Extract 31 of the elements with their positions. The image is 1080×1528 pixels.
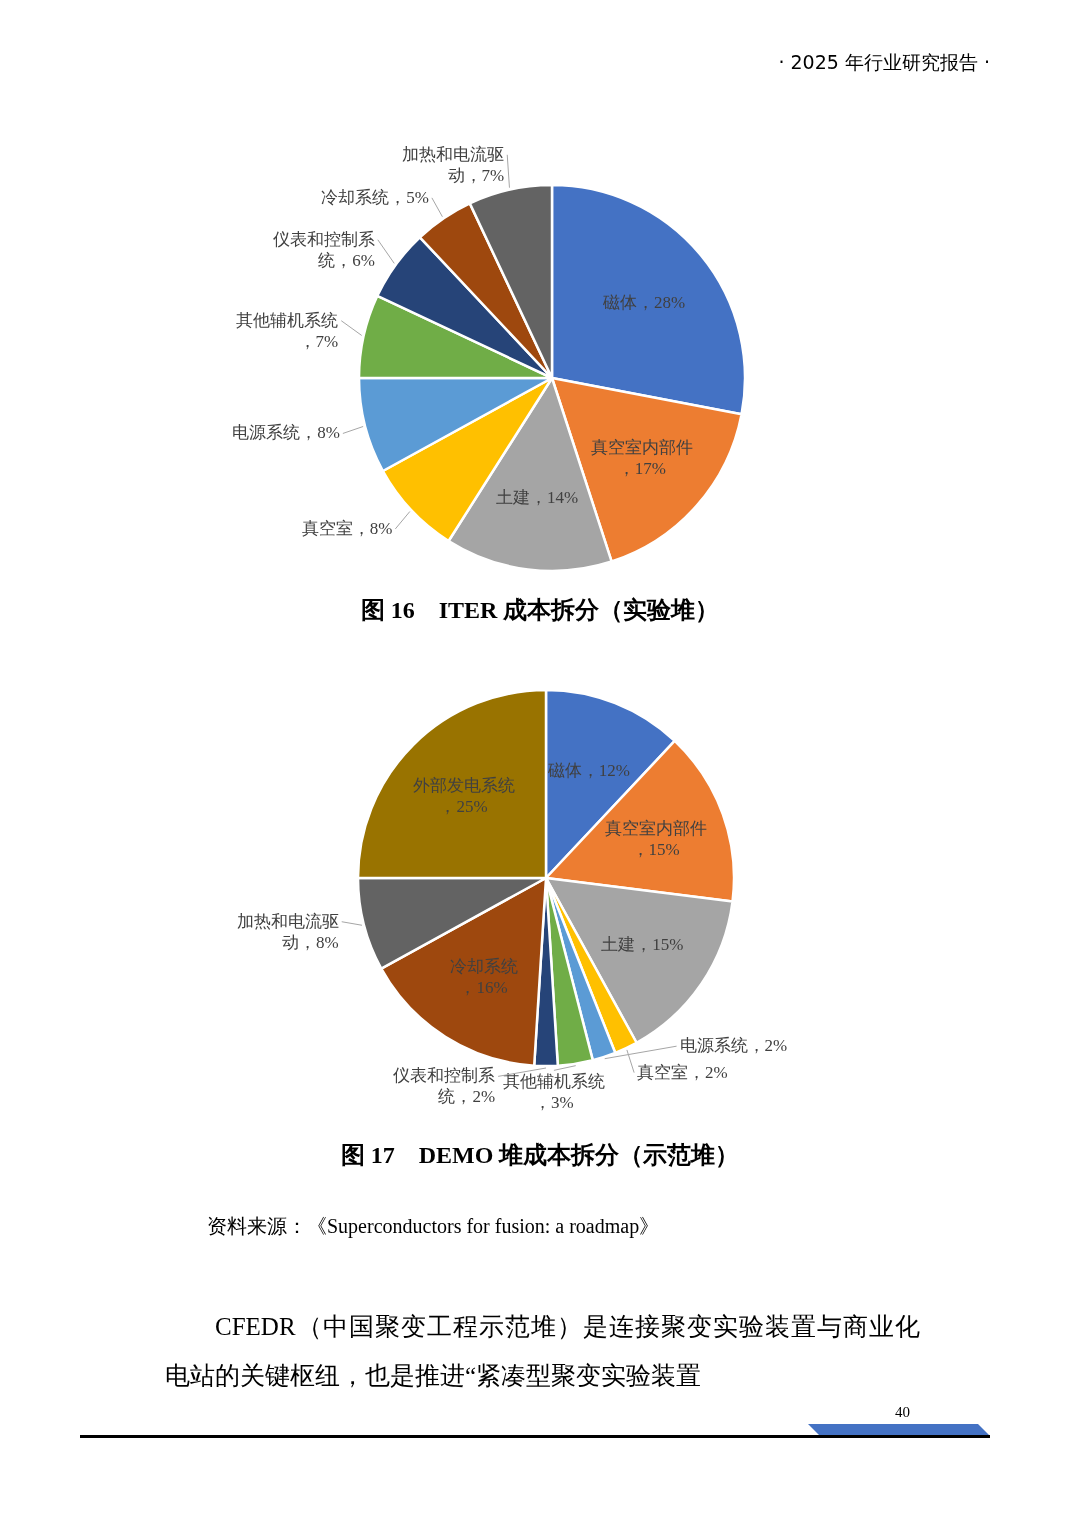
slice-label: 真空室，2% [637, 1062, 728, 1082]
slice-label: 冷却系统，5% [321, 187, 429, 207]
slice-label: 真空室内部件 [590, 437, 693, 457]
text: 图 17 DEMO 堆成本拆分（示范堆） [340, 1142, 740, 1168]
slice-label: 真空室，8% [301, 518, 393, 538]
slice-label: 土建，14% [495, 487, 579, 507]
slice-label: 土建，15% [601, 934, 684, 954]
slice-label: 电源系统，2% [679, 1036, 788, 1056]
text: 40 [895, 1404, 910, 1421]
text: 图 16 ITER 成本拆分（实验堆） [360, 597, 720, 623]
slice-label: 加热和电流驱动，8% [236, 911, 339, 952]
slice-label: 冷却系统 [449, 956, 518, 976]
data-label: ，15% [631, 840, 680, 860]
text: 资料来源：《Superconductors for fusion: a roadmap》 [206, 1214, 661, 1240]
slice-label: 电源系统，8% [232, 423, 340, 443]
data-label: ，16% [459, 977, 508, 997]
slice-label: 外部发电系统 [412, 776, 515, 796]
slice-label: 仪表和控制系统，2% [393, 1066, 496, 1107]
slice-label: 磁体，12% [546, 760, 630, 780]
slice-label: 磁体，28% [602, 292, 686, 312]
text: · 2025 年行业研究报告 · [778, 50, 990, 75]
data-label: ，25% [439, 797, 488, 817]
slice-label: 仪表和控制系统，6% [272, 229, 375, 270]
slice-label: 真空室内部件 [604, 819, 707, 839]
slice-label: 其他辅机系统 [236, 310, 339, 330]
slice-label: 加热和电流驱动，7% [402, 144, 505, 185]
data-label: ，3% [534, 1093, 574, 1113]
slice-label: 其他辅机系统 [502, 1072, 605, 1092]
data-label: ，17% [617, 458, 666, 478]
text: CFEDR（中国聚变工程示范堆）是连接聚变实验装置与商业化电站的关键枢纽，也是推进“紧凑型聚变实验装置 [165, 1312, 920, 1391]
data-label: ，7% [298, 331, 339, 351]
